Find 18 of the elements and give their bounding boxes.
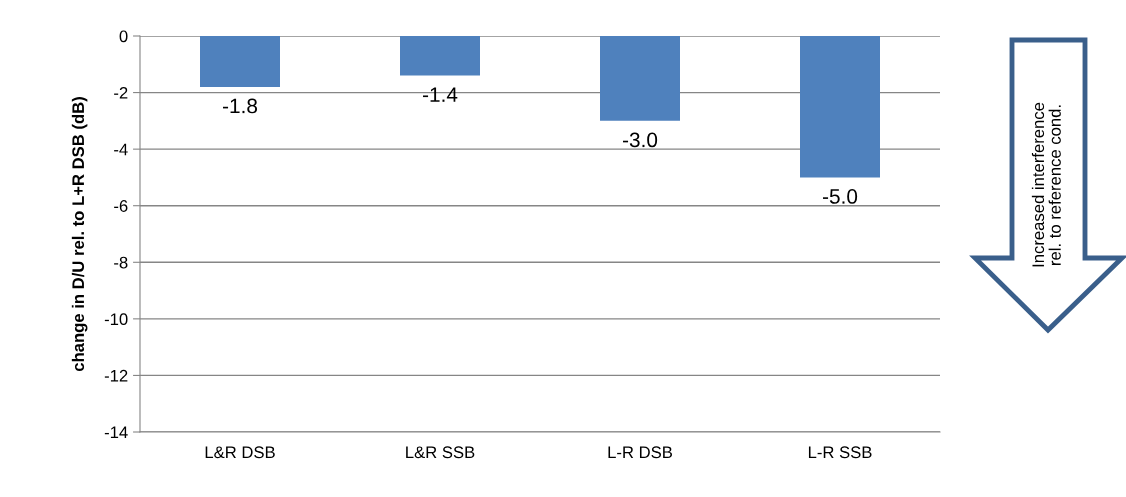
y-tick-label: -8 (114, 256, 128, 269)
y-tick-label: -10 (104, 313, 128, 326)
data-label: -1.8 (222, 98, 258, 114)
data-label: -5.0 (822, 189, 858, 204)
y-tick-label: -2 (114, 86, 128, 99)
x-tick-label: L-R SSB (808, 446, 872, 459)
y-tick-label: -12 (104, 369, 128, 382)
y-tick-label: -4 (114, 143, 128, 156)
data-label: -3.0 (622, 132, 658, 148)
text: Increased interference rel. to reference cond. (1031, 102, 1061, 267)
x-tick-label: L-R DSB (608, 446, 672, 459)
y-axis-title: change in D/U rel. to L+R DSB (dB) (71, 97, 88, 372)
y-tick-label: 0 (119, 30, 128, 43)
y-tick-label: -6 (114, 200, 128, 212)
x-tick-label: L&R DSB (205, 446, 275, 459)
x-tick-label: L&R SSB (406, 446, 475, 459)
data-label: -1.4 (422, 87, 458, 102)
y-tick-label: -14 (104, 426, 128, 439)
